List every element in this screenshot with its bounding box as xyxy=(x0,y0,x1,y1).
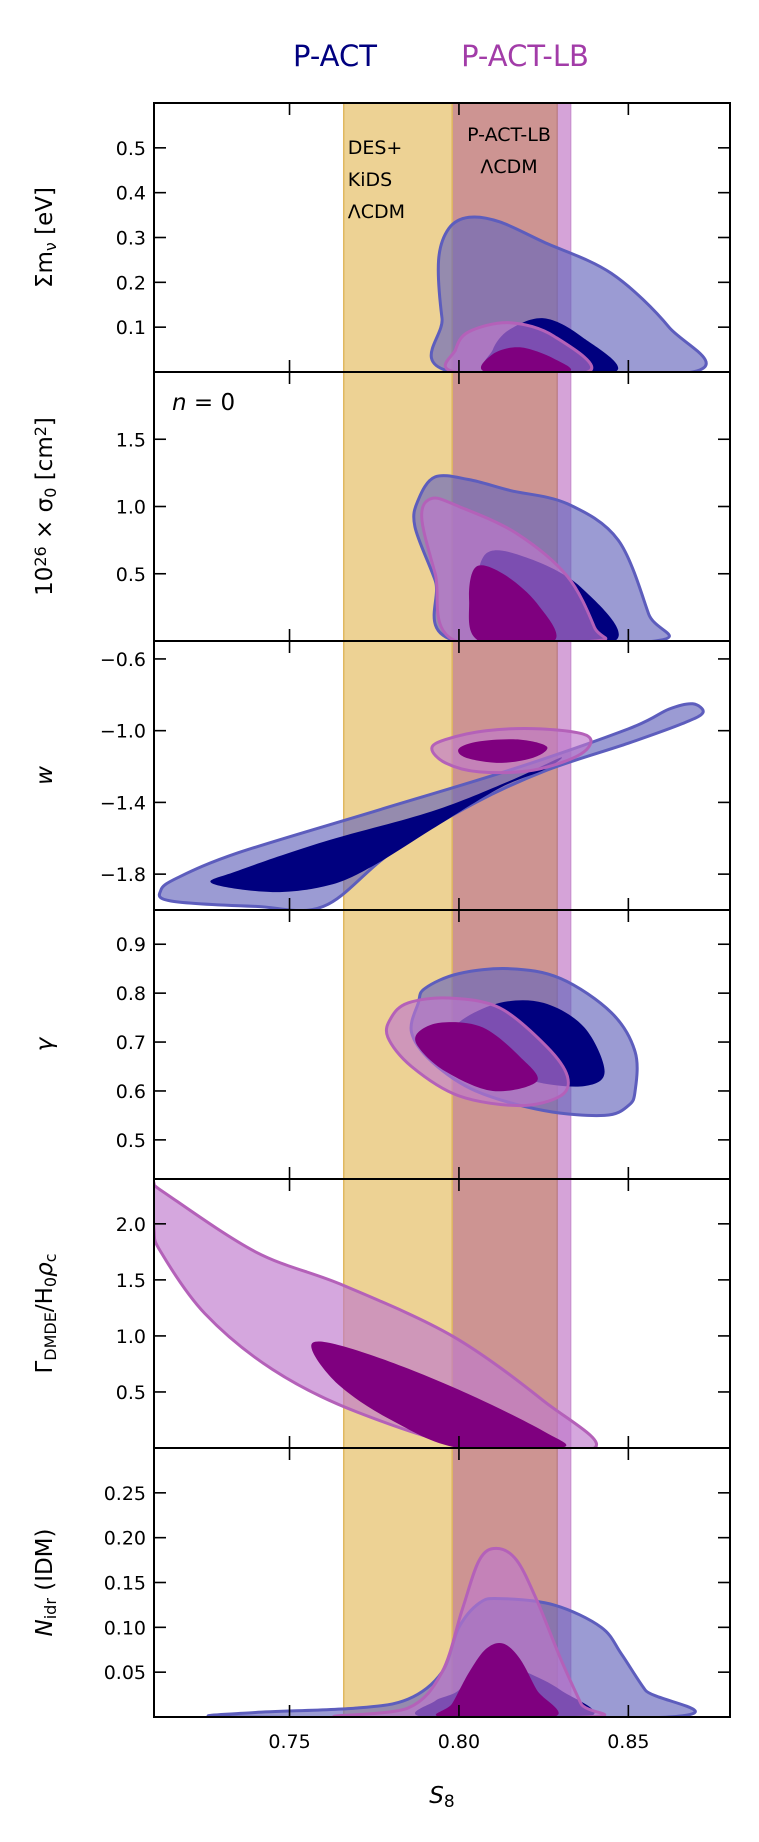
contour-p-act-lb-68 xyxy=(481,347,572,372)
contour-p-act-lb-95 xyxy=(154,1180,598,1448)
y-tick-label: 0.5 xyxy=(116,1130,146,1152)
y-tick-label: 0.5 xyxy=(116,564,146,586)
legend: P-ACT P-ACT-LB xyxy=(293,39,589,73)
contour-p-act-lb-95 xyxy=(332,1546,607,1717)
y-tick-label: −0.6 xyxy=(100,649,146,671)
y-tick-label: 0.1 xyxy=(116,317,146,339)
band-label-p-act-lb-lcdm: ΛCDM xyxy=(480,156,537,178)
y-tick-label: 0.25 xyxy=(104,1483,146,1505)
x-axis-label: S8 xyxy=(429,1783,454,1812)
y-tick-label: 0.7 xyxy=(116,1032,146,1054)
band-des-kids xyxy=(343,1448,453,1717)
panel-gamma_dmde: 0.5 1.0 1.5 2.0 ΓDMDE/H0ρc xyxy=(32,1178,731,1449)
band-label-des-kids: ΛCDM xyxy=(348,201,405,223)
panel-annotation: n = 0 xyxy=(172,390,235,416)
y-tick-label: 0.5 xyxy=(116,138,146,160)
band-label-p-act-lb-lcdm: P-ACT-LB xyxy=(467,124,551,146)
y-tick-label: −1.8 xyxy=(100,864,146,886)
panel-mnu: 0.1 0.2 0.3 0.4 0.5 Σmν [eV] xyxy=(32,102,731,373)
y-tick-label: 0.15 xyxy=(104,1573,146,1595)
y-tick-label: −1.0 xyxy=(100,721,146,743)
x-tick-label: 0.80 xyxy=(438,1731,480,1753)
y-tick-label: 0.2 xyxy=(116,272,146,294)
y-tick-label: 1.0 xyxy=(116,497,146,519)
x-tick-label: 0.75 xyxy=(268,1731,310,1753)
y-axis-label-w: w xyxy=(32,766,58,785)
y-tick-label: 0.05 xyxy=(104,1662,146,1684)
contour-p-act-lb-68 xyxy=(468,565,557,641)
band-labels: DES+ KiDS ΛCDM P-ACT-LB ΛCDM xyxy=(348,124,551,223)
band-label-des-kids: DES+ xyxy=(348,137,403,159)
y-tick-label: 0.10 xyxy=(104,1617,146,1639)
legend-entry-p-act-lb: P-ACT-LB xyxy=(461,39,589,73)
panel-gamma: 0.5 0.6 0.7 0.8 0.9 γ xyxy=(32,909,731,1180)
panel-nidr: 0.05 0.10 0.15 0.20 0.25 Nidr (IDM) xyxy=(32,1447,731,1718)
x-tick-label: 0.85 xyxy=(607,1731,649,1753)
band-label-des-kids: KiDS xyxy=(348,169,392,191)
y-tick-label: 1.5 xyxy=(116,429,146,451)
y-axis-label-gamma_dmde: ΓDMDE/H0ρc xyxy=(32,1253,60,1373)
y-tick-label: 0.9 xyxy=(116,934,146,956)
contour-p-act-lb-68 xyxy=(458,739,548,763)
panel-stack: 0.1 0.2 0.3 0.4 0.5 Σmν [eV] 0.5 1.0 1.5 1026 × σ… xyxy=(31,102,731,1718)
y-tick-label: −1.4 xyxy=(100,792,146,814)
y-tick-label: 2.0 xyxy=(116,1214,146,1236)
y-tick-label: 0.3 xyxy=(116,228,146,250)
contour-p-act-lb-68 xyxy=(415,1022,538,1092)
y-tick-label: 0.5 xyxy=(116,1382,146,1404)
y-axis-label-nidr: Nidr (IDM) xyxy=(32,1528,60,1636)
band-des-kids xyxy=(343,103,453,372)
y-tick-label: 0.4 xyxy=(116,183,146,205)
y-tick-label: 0.6 xyxy=(116,1081,146,1103)
contour-p-act-lb-68 xyxy=(435,1642,559,1717)
legend-entry-p-act: P-ACT xyxy=(293,39,377,73)
y-axis-label-mnu: Σmν [eV] xyxy=(32,187,60,288)
y-axis-label-gamma: γ xyxy=(32,1036,58,1051)
panel-sigma0: 0.5 1.0 1.5 1026 × σ0 [cm2] n = 0 xyxy=(31,371,731,642)
y-tick-label: 1.5 xyxy=(116,1270,146,1292)
y-axis-label-sigma0: 1026 × σ0 [cm2] xyxy=(31,417,60,596)
y-tick-label: 0.20 xyxy=(104,1528,146,1550)
contour-p-act-68 xyxy=(210,757,562,893)
contour-p-act-lb-68 xyxy=(311,1341,567,1448)
y-tick-label: 1.0 xyxy=(116,1326,146,1348)
y-tick-label: 0.8 xyxy=(116,983,146,1005)
x-axis: 0.75 0.80 0.85 S8 xyxy=(268,1731,649,1812)
panel-w: −1.8 −1.4 −1.0 −0.6 w xyxy=(32,640,731,911)
